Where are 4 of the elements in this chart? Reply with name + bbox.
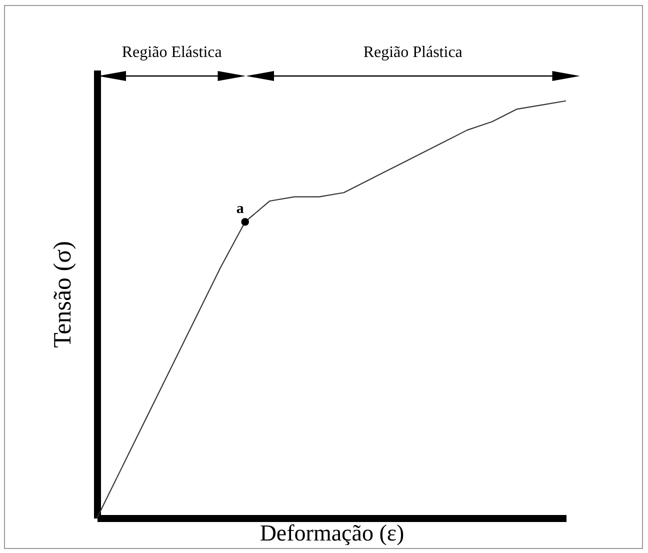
text: Região Plástica — [362, 44, 464, 62]
annotation: a — [236, 200, 244, 217]
y-axis-title: Tensão (σ) — [50, 241, 76, 348]
text: Região Elástica — [120, 44, 223, 62]
